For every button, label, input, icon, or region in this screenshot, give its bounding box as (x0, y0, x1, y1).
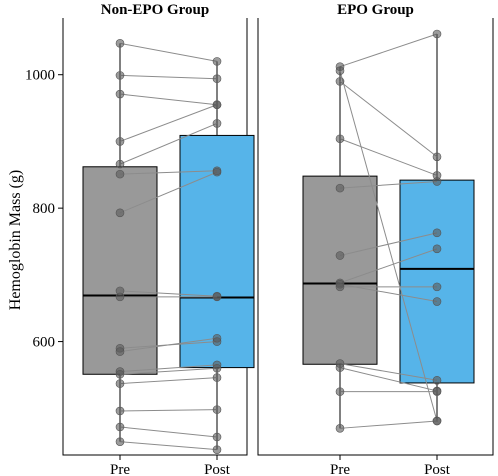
panel-title: EPO Group (337, 2, 414, 18)
data-point-pre (335, 77, 345, 86)
data-point-post (432, 228, 442, 238)
data-point-pre (335, 134, 345, 144)
panel: Non-EPO Group Pre Post (62, 2, 255, 476)
y-tick-label: 800 (33, 201, 56, 217)
data-point-pre (335, 363, 345, 372)
data-point-pre (115, 208, 125, 218)
data-point-post (432, 297, 442, 306)
data-point-pre (115, 169, 125, 179)
data-point-post (212, 405, 222, 414)
x-tick-label: Pre (110, 462, 130, 476)
pair-line (339, 80, 438, 158)
data-point-pre (335, 183, 345, 193)
y-axis-label: Hemoglobin Mass (g) (7, 170, 24, 310)
data-point-post (212, 373, 222, 382)
data-point-post (212, 363, 222, 373)
data-point-post (212, 333, 222, 343)
pair-line (339, 248, 438, 284)
x-tick-label: Post (424, 462, 451, 476)
data-point-pre (335, 424, 345, 433)
data-point-post (212, 167, 222, 177)
x-tick-label: Pre (330, 462, 350, 476)
data-point-pre (115, 159, 125, 169)
data-point-pre (335, 66, 345, 76)
pair-line (339, 367, 438, 392)
data-point-post (212, 100, 222, 110)
data-point-post (432, 152, 442, 162)
data-point-pre (115, 437, 125, 446)
data-point-post (432, 375, 442, 385)
data-point-pre (115, 406, 125, 416)
pair-line (119, 367, 218, 375)
pair-line (339, 70, 438, 422)
data-point-post (212, 57, 222, 66)
pair-line (339, 363, 438, 381)
y-tick-label: 1000 (25, 68, 55, 84)
data-point-post (212, 292, 222, 302)
pair-line (119, 122, 218, 165)
data-point-pre (115, 379, 125, 388)
pair-line (119, 377, 218, 385)
box-pre (82, 166, 158, 375)
data-point-post (212, 445, 222, 454)
pair-line (119, 409, 218, 412)
pair-line (119, 426, 218, 438)
data-point-pre (115, 292, 125, 302)
pair-line (119, 171, 218, 214)
y-axis: 600 800 1000 (25, 18, 64, 455)
data-point-pre (115, 347, 125, 356)
data-point-post (212, 74, 222, 84)
data-point-pre (115, 71, 125, 80)
pair-line (119, 441, 218, 451)
box-post (399, 179, 475, 384)
data-point-post (432, 282, 442, 292)
data-point-post (432, 177, 442, 186)
box-pre (302, 175, 378, 365)
data-point-post (432, 416, 442, 426)
pair-line (119, 104, 218, 142)
panel: EPO Group Pre Post (257, 2, 494, 476)
x-tick-label: Post (204, 462, 231, 476)
pair-line (119, 337, 218, 353)
pair-line (339, 420, 438, 429)
data-point-pre (335, 279, 345, 289)
data-point-pre (115, 89, 125, 99)
data-point-pre (335, 387, 345, 396)
pair-line (339, 138, 438, 176)
pair-line (339, 180, 438, 189)
pair-line (119, 364, 218, 373)
data-point-post (432, 387, 442, 396)
data-point-post (212, 432, 222, 442)
data-point-post (432, 244, 442, 254)
pair-line (339, 33, 438, 68)
pair-line (119, 170, 218, 175)
data-point-pre (115, 369, 125, 379)
pair-line (119, 93, 218, 106)
data-point-post (212, 119, 222, 128)
data-point-post (432, 29, 442, 39)
data-point-pre (335, 251, 345, 260)
pair-line (339, 283, 438, 303)
panel-title: Non-EPO Group (101, 2, 210, 18)
y-tick-label: 600 (33, 335, 56, 351)
data-point-pre (115, 39, 125, 48)
pair-line (119, 290, 218, 297)
pair-line (119, 74, 218, 80)
data-point-pre (115, 422, 125, 432)
data-point-pre (115, 137, 125, 146)
panel-frame (257, 18, 494, 456)
pair-line (119, 42, 218, 62)
panels: Non-EPO Group Pre Post EPO Group Pre Post (62, 2, 494, 476)
